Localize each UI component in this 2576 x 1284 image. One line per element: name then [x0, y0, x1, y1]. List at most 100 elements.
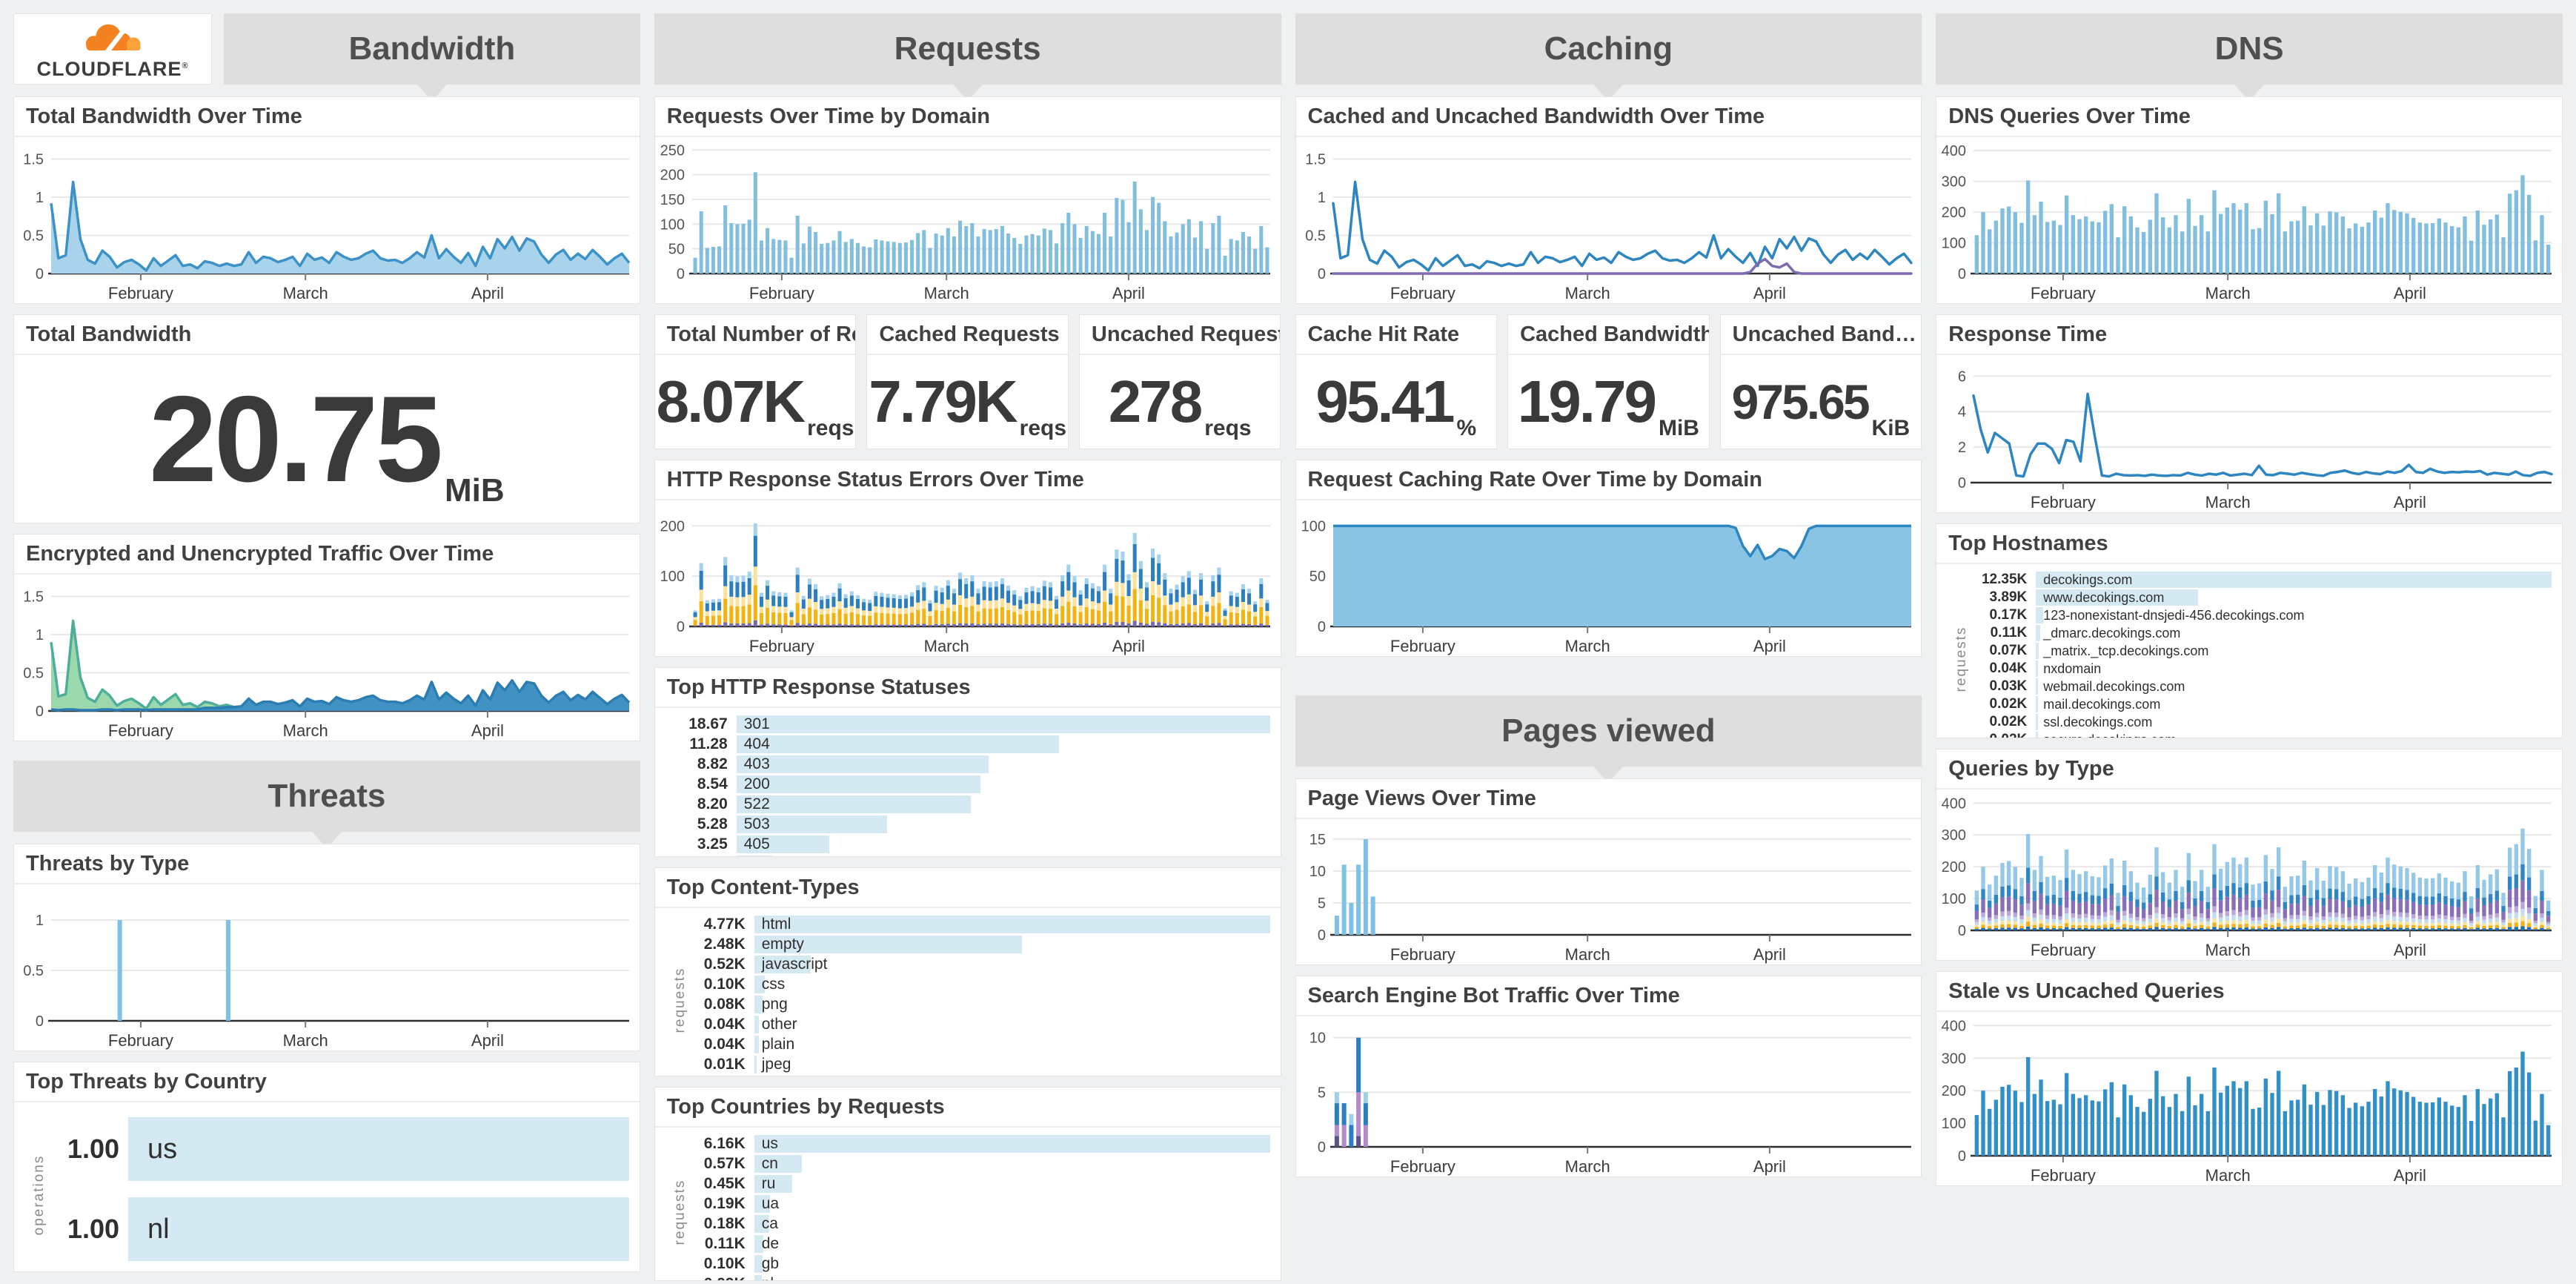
row-label: nxdomain [2043, 661, 2102, 676]
svg-text:300: 300 [1942, 827, 1966, 844]
list-row[interactable]: 8.54 200 [663, 775, 1270, 793]
section-header-bandwidth[interactable]: Bandwidth [224, 13, 640, 101]
section-header-requests[interactable]: Requests [654, 13, 1281, 101]
page-views-bar-chart[interactable]: 0 5 10 15 February March April [1296, 819, 1922, 964]
cached-bandwidth-value: 19.79 MiB [1517, 368, 1699, 441]
row-label: secure.decokings.com [2036, 732, 2176, 738]
row-value: 0.01K [703, 1056, 746, 1073]
queries-by-type-stacked-chart[interactable]: 0 100 200 300 400 February March April [1936, 790, 2562, 960]
list-row[interactable]: 5.28 503 [663, 815, 1270, 833]
svg-text:0: 0 [1958, 923, 1966, 939]
list-row[interactable]: 0.11K _dmarc.decokings.com [1962, 625, 2552, 641]
list-row[interactable]: 0.17K 123-nonexistant-dnsjedi-456.decokin… [1962, 607, 2552, 623]
svg-text:February: February [108, 1031, 173, 1050]
row-value: 0.17K [1989, 607, 2028, 623]
list-row[interactable]: 0.04K other [680, 1016, 1270, 1033]
list-row[interactable]: 0.07K _matrix._tcp.decokings.com [1962, 643, 2552, 659]
row-bar: _matrix._tcp.decokings.com [2036, 643, 2208, 659]
card-title: Stale vs Uncached Queries [1936, 972, 2562, 1012]
list-row[interactable]: 0.18K ca [680, 1215, 1270, 1233]
list-row[interactable]: 0.02K mail.decokings.com [1962, 696, 2552, 712]
card-bot-traffic: Search Engine Bot Traffic Over Time 0 5 10… [1295, 976, 1922, 1177]
list-row[interactable]: 0.10K css [680, 976, 1270, 993]
card-caching-rate: Request Caching Rate Over Time by Domain… [1295, 460, 1922, 657]
card-title: HTTP Response Status Errors Over Time [654, 460, 1281, 500]
row-label: png [761, 996, 788, 1013]
svg-text:6: 6 [1958, 368, 1966, 385]
list-row[interactable]: 0.10K gb [680, 1255, 1270, 1273]
caching-rate-area-chart[interactable]: 0 50 100 February March April [1296, 500, 1922, 656]
row-label: nl [754, 1275, 774, 1280]
section-header-threats[interactable]: Threats [13, 761, 640, 848]
http-errors-stacked-chart[interactable]: 0 100 200 February March April [655, 500, 1281, 656]
list-row[interactable]: 0.01K jpeg [680, 1056, 1270, 1073]
list-row[interactable]: 0.19K ua [680, 1195, 1270, 1213]
list-row[interactable]: 0.08K png [680, 996, 1270, 1013]
row-value: 0.02K [1989, 714, 2028, 729]
row-label: _dmarc.decokings.com [2043, 625, 2181, 641]
row-value: 0.45K [703, 1175, 746, 1192]
threats-by-type-bar-chart[interactable]: 0 0.5 1 February March April [14, 884, 640, 1050]
cloudflare-logo[interactable]: CLOUDFLARE® [13, 13, 212, 85]
list-row[interactable]: 0.52K javascript [680, 956, 1270, 973]
list-row[interactable]: 2.48K empty [680, 936, 1270, 953]
top-countries-list: requests 6.16K us 0.57K cn 0.45K ru 0.19K ua 0.18… [655, 1128, 1281, 1280]
row-label: empty [761, 936, 804, 953]
row-bar: jpeg [754, 1056, 791, 1073]
list-row[interactable]: 8.82 403 [663, 755, 1270, 773]
row-label: other [761, 1016, 797, 1033]
cached-uncached-line-chart[interactable]: 0 0.5 1 1.5 February March April [1296, 137, 1922, 303]
list-row[interactable]: 12.35K decokings.com [1962, 572, 2552, 588]
svg-text:March: March [1564, 945, 1610, 964]
list-row[interactable]: 3.89K www.decokings.com [1962, 589, 2552, 606]
requests-bar-chart[interactable]: 0 50 100 150 200 250 February March April [655, 137, 1281, 303]
stale-uncached-bar-chart[interactable]: 0 100 200 300 400 February March April [1936, 1012, 2562, 1185]
section-header-dns[interactable]: DNS [1936, 13, 2563, 101]
list-row[interactable]: 6.16K us [680, 1135, 1270, 1153]
list-row[interactable]: 0.04K plain [680, 1036, 1270, 1053]
list-row[interactable]: 0.03K webmail.decokings.com [1962, 678, 2552, 695]
list-row[interactable]: 8.20 522 [663, 795, 1270, 813]
row-bar: 404 [736, 735, 1059, 753]
row-bar: ru [754, 1175, 792, 1193]
response-time-line-chart[interactable]: 0 2 4 6 February March April [1936, 355, 2562, 512]
row-label: plain [761, 1036, 795, 1053]
row-value: 0.04K [703, 1036, 746, 1053]
row-value: 0.52K [703, 956, 746, 973]
svg-text:300: 300 [1942, 174, 1966, 191]
list-row[interactable]: 0.45K ru [680, 1175, 1270, 1193]
list-row[interactable]: 0.57K cn [680, 1155, 1270, 1173]
card-total-bandwidth-over-time: Total Bandwidth Over Time 0 0.5 1 1.5 Februa… [13, 96, 640, 304]
total-bandwidth-area-chart[interactable]: 0 0.5 1 1.5 February March April [14, 137, 640, 303]
svg-text:5: 5 [1317, 1085, 1325, 1101]
row-label: us [761, 1135, 778, 1152]
encrypted-traffic-area-chart[interactable]: 0 0.5 1 1.5 February March April [14, 575, 640, 741]
row-value: 5.28 [697, 815, 728, 833]
list-row[interactable]: 18.67 301 [663, 715, 1270, 733]
card-title: Page Views Over Time [1295, 779, 1922, 819]
row-bar: 503 [736, 815, 888, 833]
list-row[interactable]: 4.77K html [680, 916, 1270, 933]
list-row[interactable]: 3.25 405 [663, 835, 1270, 853]
list-row[interactable]: 0.02Ksecure.decokings.com [1962, 732, 2552, 738]
svg-text:0.5: 0.5 [1305, 228, 1326, 244]
section-header-pages-viewed[interactable]: Pages viewed [1295, 695, 1922, 783]
list-row[interactable]: 1.00 us [39, 1117, 629, 1181]
svg-text:April: April [2394, 284, 2426, 302]
card-title: Queries by Type [1936, 749, 2562, 790]
row-label: css [761, 976, 786, 993]
list-row[interactable]: 11.28 404 [663, 735, 1270, 753]
list-row[interactable]: 0.04K nxdomain [1962, 661, 2552, 677]
svg-text:February: February [108, 721, 173, 740]
uncached-bandwidth-value: 975.65 KiB [1731, 374, 1911, 440]
row-value: 0.11K [704, 1235, 746, 1252]
dns-queries-bar-chart[interactable]: 0 100 200 300 400 February March April [1936, 137, 2562, 303]
section-header-caching[interactable]: Caching [1295, 13, 1922, 101]
list-row[interactable]: 0.11K de [680, 1235, 1270, 1253]
svg-text:0: 0 [36, 704, 44, 720]
list-row[interactable]: 0.09Knl [680, 1275, 1270, 1280]
bot-traffic-stacked-chart[interactable]: 0 5 10 February March April [1296, 1016, 1922, 1177]
list-row[interactable]: 1.00 nl [39, 1197, 629, 1261]
row-label: _matrix._tcp.decokings.com [2043, 643, 2209, 658]
list-row[interactable]: 0.02K ssl.decokings.com [1962, 714, 2552, 730]
